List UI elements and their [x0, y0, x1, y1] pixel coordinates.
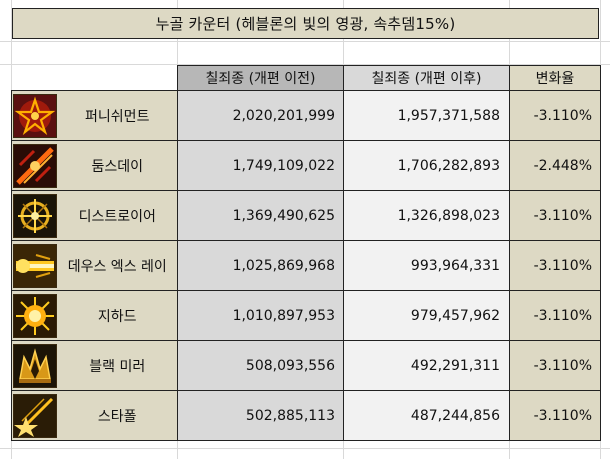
- sheet-gridline: [0, 41, 610, 42]
- destroyer-skill-icon: [12, 193, 57, 238]
- icon-cell[interactable]: [11, 190, 58, 241]
- icon-cell[interactable]: [11, 290, 58, 341]
- table-row: 둠스데이 1,749,109,022 1,706,282,893 -2.448%: [11, 140, 601, 191]
- table-row: 디스트로이어 1,369,490,625 1,326,898,023 -3.11…: [11, 190, 601, 241]
- before-value[interactable]: 1,025,869,968: [177, 240, 344, 291]
- table-row: 퍼니쉬먼트 2,020,201,999 1,957,371,588 -3.110…: [11, 90, 601, 141]
- skill-name[interactable]: 블랙 미러: [57, 340, 178, 391]
- change-value[interactable]: -3.110%: [509, 390, 601, 441]
- deus-ex-ray-skill-icon: [12, 243, 57, 288]
- sheet-gridline: [600, 0, 601, 459]
- table-row: 블랙 미러 508,093,556 492,291,311 -3.110%: [11, 340, 601, 391]
- change-value[interactable]: -3.110%: [509, 90, 601, 141]
- icon-cell[interactable]: [11, 90, 58, 141]
- after-value[interactable]: 1,706,282,893: [343, 140, 510, 191]
- before-value[interactable]: 1,369,490,625: [177, 190, 344, 241]
- icon-cell[interactable]: [11, 390, 58, 441]
- change-value[interactable]: -2.448%: [509, 140, 601, 191]
- after-value[interactable]: 993,964,331: [343, 240, 510, 291]
- after-value[interactable]: 979,457,962: [343, 290, 510, 341]
- starfall-skill-icon: [12, 393, 57, 438]
- header-after[interactable]: 칠죄종 (개편 이후): [343, 65, 510, 91]
- table-row: 지하드 1,010,897,953 979,457,962 -3.110%: [11, 290, 601, 341]
- punishment-skill-icon: [12, 93, 57, 138]
- damage-table: 칠죄종 (개편 이전) 칠죄종 (개편 이후) 변화율 퍼니쉬먼트 2,020,…: [11, 65, 601, 441]
- skill-name[interactable]: 데우스 엑스 레이: [57, 240, 178, 291]
- sheet-gridline: [0, 64, 610, 65]
- after-value[interactable]: 487,244,856: [343, 390, 510, 441]
- after-value[interactable]: 1,957,371,588: [343, 90, 510, 141]
- skill-name[interactable]: 스타폴: [57, 390, 178, 441]
- doomsday-skill-icon: [12, 143, 57, 188]
- change-value[interactable]: -3.110%: [509, 240, 601, 291]
- before-value[interactable]: 1,749,109,022: [177, 140, 344, 191]
- table-row: 스타폴 502,885,113 487,244,856 -3.110%: [11, 390, 601, 441]
- before-value[interactable]: 502,885,113: [177, 390, 344, 441]
- after-value[interactable]: 1,326,898,023: [343, 190, 510, 241]
- change-value[interactable]: -3.110%: [509, 190, 601, 241]
- change-value[interactable]: -3.110%: [509, 290, 601, 341]
- icon-cell[interactable]: [11, 240, 58, 291]
- skill-name[interactable]: 지하드: [57, 290, 178, 341]
- change-value[interactable]: -3.110%: [509, 340, 601, 391]
- icon-cell[interactable]: [11, 140, 58, 191]
- table-row: 데우스 엑스 레이 1,025,869,968 993,964,331 -3.1…: [11, 240, 601, 291]
- skill-name[interactable]: 둠스데이: [57, 140, 178, 191]
- sheet-title[interactable]: 누골 카운터 (헤블론의 빛의 영광, 속추뎀15%): [12, 8, 599, 39]
- blank-header-cell: [12, 66, 178, 91]
- before-value[interactable]: 2,020,201,999: [177, 90, 344, 141]
- skill-name[interactable]: 디스트로이어: [57, 190, 178, 241]
- jihad-skill-icon: [12, 293, 57, 338]
- header-row: 칠죄종 (개편 이전) 칠죄종 (개편 이후) 변화율: [12, 65, 601, 91]
- skill-name[interactable]: 퍼니쉬먼트: [57, 90, 178, 141]
- after-value[interactable]: 492,291,311: [343, 340, 510, 391]
- sheet-gridline: [0, 448, 610, 449]
- icon-cell[interactable]: [11, 340, 58, 391]
- header-before[interactable]: 칠죄종 (개편 이전): [177, 65, 344, 91]
- black-mirror-skill-icon: [12, 343, 57, 388]
- header-change[interactable]: 변화율: [509, 65, 601, 91]
- before-value[interactable]: 1,010,897,953: [177, 290, 344, 341]
- before-value[interactable]: 508,093,556: [177, 340, 344, 391]
